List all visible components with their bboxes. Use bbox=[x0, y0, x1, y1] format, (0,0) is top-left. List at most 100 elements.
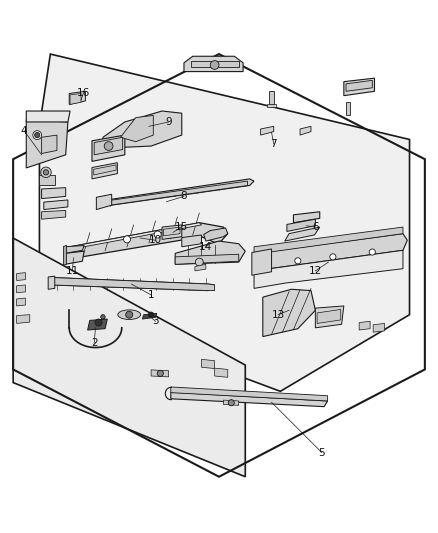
Polygon shape bbox=[103, 111, 182, 148]
Polygon shape bbox=[254, 251, 403, 288]
Text: 15: 15 bbox=[175, 222, 188, 232]
Polygon shape bbox=[17, 314, 30, 324]
Text: 1: 1 bbox=[148, 290, 155, 300]
Polygon shape bbox=[64, 246, 67, 265]
Circle shape bbox=[104, 142, 113, 150]
Text: 7: 7 bbox=[270, 139, 277, 149]
Polygon shape bbox=[17, 298, 25, 306]
Circle shape bbox=[228, 400, 234, 406]
Polygon shape bbox=[42, 211, 66, 219]
Polygon shape bbox=[171, 392, 328, 407]
Polygon shape bbox=[204, 228, 228, 241]
Polygon shape bbox=[13, 238, 245, 477]
Polygon shape bbox=[42, 135, 57, 154]
Circle shape bbox=[369, 249, 375, 255]
Text: 11: 11 bbox=[66, 266, 79, 276]
Polygon shape bbox=[142, 313, 157, 319]
Text: 6: 6 bbox=[312, 222, 319, 232]
Text: 3: 3 bbox=[152, 316, 159, 326]
Polygon shape bbox=[39, 175, 55, 185]
Polygon shape bbox=[191, 61, 239, 67]
Circle shape bbox=[126, 311, 133, 318]
Polygon shape bbox=[99, 179, 254, 206]
Circle shape bbox=[148, 312, 154, 317]
Polygon shape bbox=[254, 227, 403, 254]
Polygon shape bbox=[344, 78, 374, 96]
Polygon shape bbox=[120, 115, 153, 142]
Circle shape bbox=[154, 231, 161, 238]
Circle shape bbox=[195, 258, 203, 266]
Text: 16: 16 bbox=[77, 88, 90, 99]
Polygon shape bbox=[26, 111, 70, 122]
Polygon shape bbox=[346, 80, 372, 91]
Circle shape bbox=[95, 319, 102, 326]
Polygon shape bbox=[26, 120, 68, 168]
Polygon shape bbox=[69, 91, 85, 104]
Polygon shape bbox=[175, 254, 239, 264]
Polygon shape bbox=[94, 165, 116, 175]
Polygon shape bbox=[254, 233, 407, 271]
Circle shape bbox=[124, 236, 131, 243]
Polygon shape bbox=[39, 54, 410, 391]
Text: 10: 10 bbox=[149, 235, 162, 245]
Polygon shape bbox=[346, 102, 350, 115]
Polygon shape bbox=[267, 103, 276, 107]
Polygon shape bbox=[70, 223, 228, 258]
Circle shape bbox=[33, 131, 42, 140]
Circle shape bbox=[101, 314, 105, 319]
Polygon shape bbox=[287, 219, 315, 231]
Circle shape bbox=[35, 133, 40, 138]
Polygon shape bbox=[261, 126, 274, 135]
Text: 13: 13 bbox=[272, 310, 285, 320]
Polygon shape bbox=[223, 400, 239, 405]
Polygon shape bbox=[92, 163, 117, 179]
Polygon shape bbox=[92, 135, 125, 161]
Polygon shape bbox=[293, 212, 320, 223]
Polygon shape bbox=[42, 188, 66, 199]
Polygon shape bbox=[48, 276, 55, 289]
Polygon shape bbox=[88, 319, 107, 330]
Text: 4: 4 bbox=[21, 126, 28, 136]
Polygon shape bbox=[94, 138, 123, 155]
Polygon shape bbox=[175, 241, 245, 264]
Polygon shape bbox=[269, 91, 274, 104]
Polygon shape bbox=[151, 370, 169, 377]
Text: 9: 9 bbox=[165, 117, 172, 127]
Circle shape bbox=[43, 169, 49, 175]
Polygon shape bbox=[96, 194, 112, 209]
Polygon shape bbox=[65, 246, 84, 253]
Text: 2: 2 bbox=[91, 338, 98, 348]
Text: 14: 14 bbox=[199, 242, 212, 252]
Circle shape bbox=[330, 254, 336, 260]
Polygon shape bbox=[162, 225, 182, 239]
Text: 8: 8 bbox=[180, 191, 187, 201]
Text: 5: 5 bbox=[318, 448, 325, 458]
Circle shape bbox=[41, 167, 51, 177]
Text: 12: 12 bbox=[309, 266, 322, 276]
Polygon shape bbox=[17, 285, 25, 293]
Polygon shape bbox=[101, 181, 247, 206]
Polygon shape bbox=[201, 359, 215, 368]
Polygon shape bbox=[65, 251, 84, 264]
Polygon shape bbox=[215, 368, 228, 377]
Circle shape bbox=[295, 258, 301, 264]
Circle shape bbox=[157, 370, 163, 376]
Circle shape bbox=[210, 61, 219, 69]
Polygon shape bbox=[315, 306, 344, 328]
Polygon shape bbox=[182, 235, 201, 247]
Polygon shape bbox=[50, 278, 215, 290]
Polygon shape bbox=[70, 93, 81, 104]
Polygon shape bbox=[70, 223, 201, 249]
Polygon shape bbox=[359, 321, 370, 330]
Polygon shape bbox=[195, 264, 206, 271]
Polygon shape bbox=[263, 289, 315, 336]
Ellipse shape bbox=[118, 310, 141, 319]
Polygon shape bbox=[300, 126, 311, 135]
Polygon shape bbox=[373, 324, 385, 332]
Polygon shape bbox=[317, 310, 341, 324]
Polygon shape bbox=[171, 387, 328, 401]
Polygon shape bbox=[17, 273, 25, 280]
Polygon shape bbox=[285, 227, 320, 241]
Polygon shape bbox=[163, 227, 180, 236]
Polygon shape bbox=[252, 249, 272, 275]
